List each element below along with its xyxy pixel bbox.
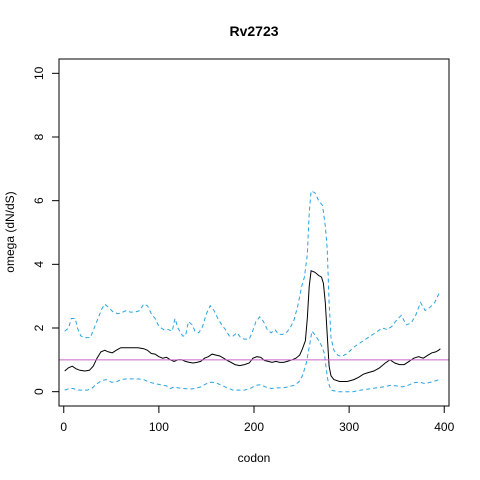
chart-title: Rv2723 [229, 23, 278, 39]
x-tick-label: 400 [434, 420, 454, 434]
y-axis-label: omega (dN/dS) [3, 191, 17, 272]
x-tick-label: 300 [339, 420, 359, 434]
x-axis-label: codon [238, 451, 271, 465]
x-tick-label: 0 [60, 420, 67, 434]
confidence-band-line [64, 330, 441, 393]
y-tick-label: 2 [32, 324, 46, 331]
plot-frame [58, 58, 450, 407]
y-tick-label: 4 [32, 261, 46, 268]
y-axis: 0 2 4 6 8 10 [32, 66, 60, 395]
x-tick-label: 100 [149, 420, 169, 434]
y-tick-label: 8 [32, 133, 46, 140]
y-tick-label: 0 [32, 388, 46, 395]
x-axis: 0 100 200 300 400 [60, 405, 455, 434]
omega-line [64, 269, 441, 382]
plot-area [59, 190, 449, 393]
y-tick-label: 10 [32, 66, 46, 80]
x-tick-label: 200 [244, 420, 264, 434]
confidence-band-line [64, 190, 441, 358]
y-tick-label: 6 [32, 197, 46, 204]
